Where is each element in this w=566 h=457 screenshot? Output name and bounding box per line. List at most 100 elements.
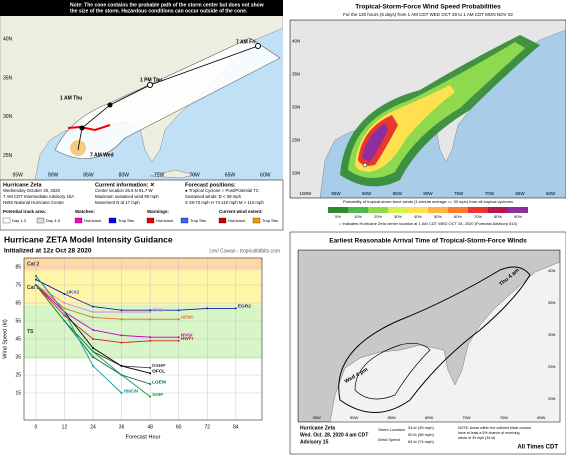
- x-tick-label: 84: [233, 424, 239, 430]
- point: [177, 336, 180, 339]
- point: [120, 392, 123, 394]
- lon-label: 85W: [387, 415, 395, 420]
- point: [149, 372, 152, 375]
- lon-label: 60W: [260, 172, 271, 178]
- x-tick-label: 48: [147, 424, 153, 430]
- time-label: 1 PM Thu: [140, 77, 162, 83]
- colorbar-cell: [468, 207, 488, 213]
- lat-label: 25N: [548, 364, 555, 369]
- lat-label: 35N: [548, 300, 555, 305]
- credit: Levi Cowan - tropicaltidbits.com: [209, 248, 280, 254]
- point: [177, 309, 180, 312]
- series-line: [35, 284, 179, 320]
- contour: [338, 266, 531, 413]
- point: [63, 307, 66, 310]
- colorbar-label: 90%: [514, 214, 522, 219]
- x-tick-label: 60: [176, 424, 182, 430]
- legend-heading: Current wind extent:: [219, 209, 263, 214]
- point: [92, 347, 95, 349]
- legend-item: Day 4-5: [46, 218, 61, 223]
- legend-swatch: [218, 217, 227, 224]
- lat-label: 35N: [292, 72, 300, 77]
- colorbar-cell: [368, 207, 388, 213]
- swath: [362, 123, 388, 162]
- chart-title: Hurricane ZETA Model Intensity Guidance: [4, 234, 173, 244]
- y-tick-label: 65: [15, 300, 21, 306]
- frame: [297, 249, 561, 423]
- footer: Probability of tropical-storm-force wind…: [343, 199, 513, 204]
- point: [34, 275, 37, 277]
- point: [120, 374, 123, 376]
- info-text: Movement N at 17 mph: [95, 200, 140, 205]
- legend-heading: Watches:: [75, 209, 95, 214]
- legend-swatch: [36, 217, 45, 224]
- legend: Wind Speed: [378, 437, 400, 442]
- lon-label: 90W: [48, 172, 59, 178]
- y-axis-label: Wind Speed (kt): [2, 319, 8, 359]
- legend-swatch: [180, 217, 189, 224]
- info-text: Maximum sustained wind 90 mph: [95, 194, 159, 199]
- point: [92, 356, 95, 358]
- note: NOTE: Areas within the outlined black co…: [458, 426, 532, 430]
- info-text: Center location 26.6 N 91.7 W: [95, 188, 154, 193]
- legend-item: Hurricane: [156, 218, 174, 223]
- point: [63, 314, 66, 317]
- point: [149, 395, 152, 398]
- lon-label: 75W: [154, 172, 165, 178]
- footer: ○ indicates Hurricane Zeta center locati…: [339, 221, 518, 226]
- band-label: Cat 1: [27, 285, 39, 291]
- info-text: ● Tropical Cyclone ○ Post/Potential TC: [185, 188, 259, 193]
- info-text: Wednesday October 28, 2020: [3, 188, 61, 193]
- series-label: EGR2: [238, 304, 251, 310]
- time-label: 1 AM Thu: [60, 95, 82, 101]
- legend-swatch: [108, 217, 117, 224]
- lon-label: 90W: [350, 415, 358, 420]
- point: [92, 305, 95, 308]
- series-label: SHIP: [152, 392, 164, 398]
- lon-label: 70W: [189, 172, 200, 178]
- series-line: [35, 284, 179, 338]
- x-tick-label: 36: [119, 424, 125, 430]
- info-text: Sustained winds: D < 39 mph: [185, 194, 242, 199]
- colorbar-label: 60%: [454, 214, 462, 219]
- lat-label: 20N: [292, 171, 300, 176]
- position: [79, 125, 85, 131]
- point: [63, 293, 66, 295]
- series-label: DSHP: [152, 363, 166, 369]
- lon-label: 85W: [393, 191, 403, 196]
- x-tick-label: 24: [90, 424, 96, 430]
- lon-label: 95W: [13, 172, 24, 178]
- legend-item: Trop Stm: [190, 218, 207, 223]
- info-text: NWS National Hurricane Center: [3, 200, 64, 205]
- colorbar-label: 5%: [335, 214, 341, 219]
- y-tick-label: 35: [15, 354, 21, 360]
- lon-label: 75W: [462, 415, 470, 420]
- lon-label: 95W: [331, 191, 341, 196]
- lon-label: 85W: [83, 172, 94, 178]
- legend-swatch: [74, 217, 83, 224]
- legend: Storm Location: [378, 427, 405, 432]
- note: winds of 39 mph (34 kt): [458, 436, 495, 440]
- title: Earliest Reasonable Arrival Time of Trop…: [329, 238, 527, 245]
- subtitle: For the 120 hours (5 days) from 1 AM CDT…: [343, 12, 513, 17]
- y-tick-label: 85: [15, 264, 21, 270]
- point: [149, 336, 152, 339]
- legend: 34 kt (39 mph): [408, 425, 434, 430]
- series-line: [35, 284, 179, 344]
- plot-frame: [23, 257, 263, 421]
- time-label: 7 AM Wed: [90, 152, 114, 158]
- band: [24, 270, 262, 305]
- info-text: Hurricane Zeta: [3, 182, 42, 188]
- colorbar-label: 20%: [374, 214, 382, 219]
- lat-label: 25N: [3, 153, 13, 159]
- storm-center: [362, 162, 368, 168]
- lon-label: 80W: [425, 415, 433, 420]
- point: [92, 350, 95, 353]
- point: [34, 284, 37, 286]
- y-tick-label: 55: [15, 318, 21, 324]
- series-label: NVGI: [181, 332, 193, 338]
- y-tick-label: 45: [15, 336, 21, 342]
- legend-swatch: [146, 217, 155, 224]
- legend-swatch: [2, 217, 11, 224]
